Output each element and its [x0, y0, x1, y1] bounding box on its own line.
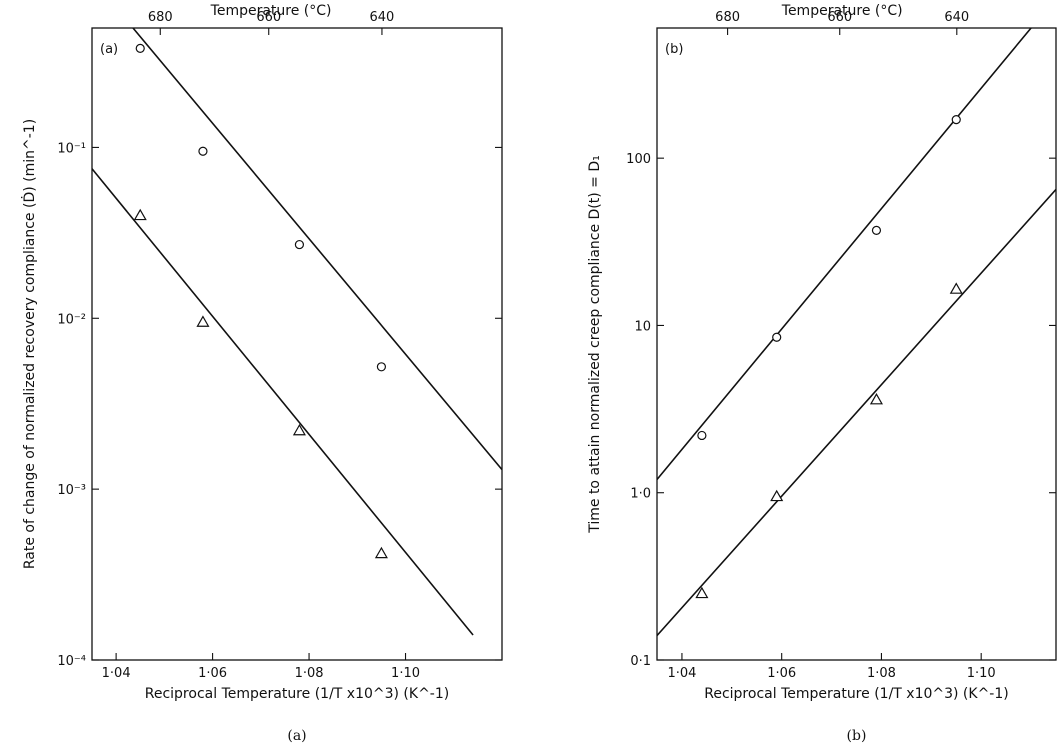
top-tick-label: 660 [256, 10, 281, 25]
series-circle [657, 28, 1032, 480]
y-tick-label: 10⁻² [57, 312, 86, 327]
x-tick-label: 1·06 [767, 666, 796, 681]
x-tick-label: 1·10 [391, 666, 420, 681]
chart-panel-a: 1·04 1·06 1·08 1·10 680 660 640 10⁻⁴ 10⁻³ 10⁻² 10⁻… [20, 3, 503, 744]
top-tick-label: 680 [715, 10, 740, 25]
y-tick-label: 100 [626, 152, 651, 167]
y-tick-label: 0·1 [630, 654, 651, 669]
series-triangle [657, 188, 1056, 637]
fit-line [92, 168, 474, 636]
top-axis-title: Temperature (°C) [781, 3, 903, 19]
x-tick-label: 1·08 [867, 666, 896, 681]
data-point-triangle [292, 423, 306, 436]
panel-label: (a) [100, 42, 118, 57]
top-tick-label: 640 [944, 10, 969, 25]
data-point-circle [951, 115, 961, 125]
top-tick-label: 640 [370, 10, 395, 25]
fit-line [657, 28, 1032, 480]
data-point-circle [294, 239, 305, 250]
data-point-circle [135, 43, 145, 53]
data-point-circle [376, 362, 387, 372]
y-axis-title: Rate of change of normalized recovery co… [20, 119, 38, 569]
x-axis-title: Reciprocal Temperature (1/T x10^3) (K^-1… [145, 686, 449, 702]
x-tick-label: 1·06 [198, 666, 227, 681]
data-point-triangle [695, 586, 709, 599]
chart-panel-b: 1·04 1·06 1·08 1·10 680 660 640 0·1 1·0 10 100 (b) T… [587, 3, 1057, 744]
data-point-triangle [196, 315, 210, 327]
y-tick-label: 10⁻³ [57, 483, 86, 498]
panel-caption: (a) [287, 728, 306, 744]
y-tick-label: 10⁻⁴ [57, 654, 86, 669]
x-tick-label: 1·10 [967, 666, 996, 681]
top-tick-label: 660 [827, 10, 852, 25]
y-tick-label: 10 [634, 319, 651, 334]
y-tick-label: 10⁻¹ [57, 141, 86, 156]
data-point-triangle [869, 392, 883, 405]
data-point-circle [772, 332, 782, 342]
data-point-circle [198, 146, 208, 156]
data-point-circle [871, 225, 882, 235]
x-tick-label: 1·04 [667, 666, 696, 681]
y-tick-label: 1·0 [630, 487, 651, 502]
x-axis-title: Reciprocal Temperature (1/T x10^3) (K^-1… [704, 686, 1008, 702]
x-tick-label: 1·08 [295, 666, 324, 681]
fit-line [132, 28, 502, 471]
panel-label: (b) [665, 42, 683, 57]
y-axis-title: Time to attain normalized creep complian… [587, 155, 603, 534]
top-tick-label: 680 [148, 10, 173, 25]
data-point-circle [697, 430, 707, 441]
x-tick-label: 1·04 [102, 666, 131, 681]
data-point-triangle [949, 282, 963, 294]
data-point-triangle [133, 208, 147, 221]
top-axis-title: Temperature (°C) [210, 3, 332, 19]
series-circle [132, 28, 502, 471]
series-triangle [92, 168, 474, 636]
fit-line [657, 188, 1056, 637]
data-point-triangle [770, 489, 784, 502]
panel-caption: (b) [847, 728, 867, 744]
plot-frame [656, 27, 1057, 661]
plot-frame [91, 27, 503, 661]
data-point-triangle [374, 546, 388, 559]
